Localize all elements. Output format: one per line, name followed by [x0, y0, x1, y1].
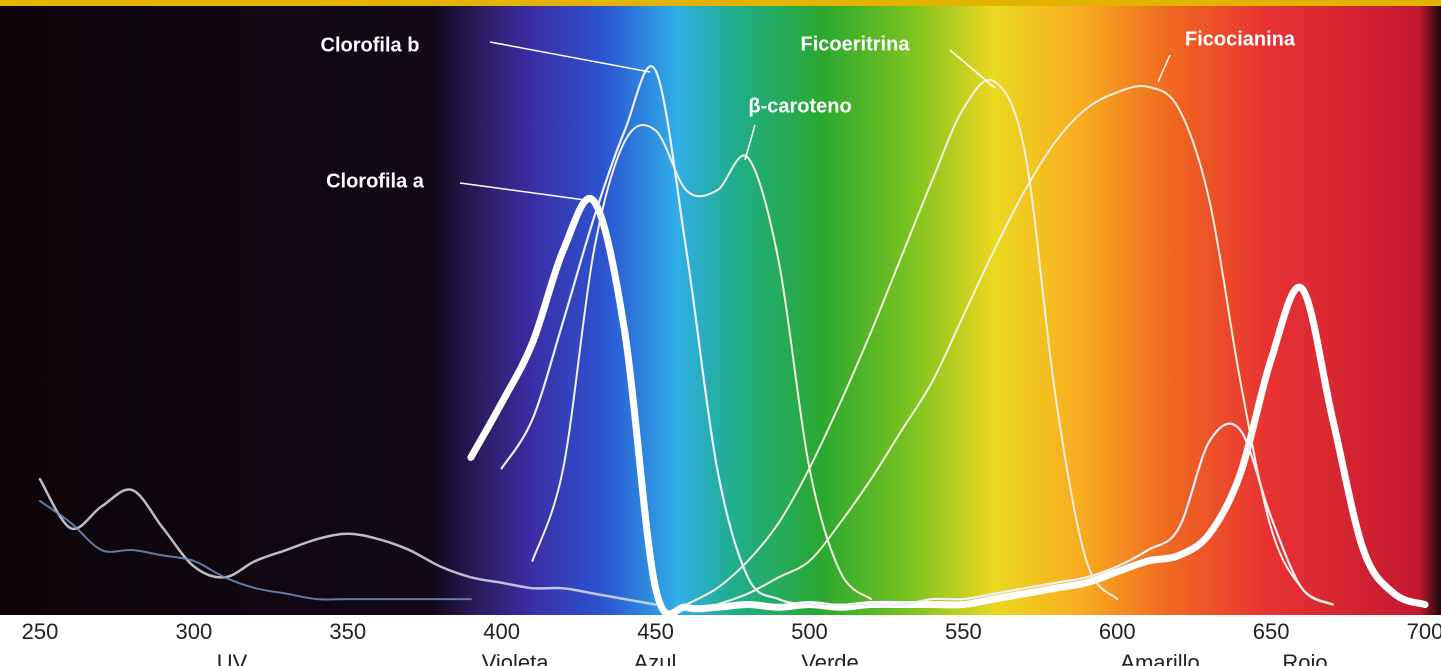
- curve-label: Ficocianina: [1185, 28, 1296, 50]
- top-bar: [0, 0, 1441, 6]
- chart: 250 300 350 400 450 500 550 600 650 700 UV Violeta A…: [0, 0, 1441, 666]
- x-tick-label: 350: [329, 619, 366, 644]
- region-label: Verde: [801, 650, 859, 666]
- region-label: Amarillo: [1120, 650, 1199, 666]
- x-tick-label: 500: [791, 619, 828, 644]
- spectrum-background: [0, 6, 1441, 615]
- curve-label: Clorofila b: [321, 34, 420, 56]
- curve-label: β-caroteno: [748, 95, 851, 117]
- curve-label: Ficoeritrina: [801, 33, 911, 55]
- x-tick-label: 400: [483, 619, 520, 644]
- x-tick-label: 650: [1253, 619, 1290, 644]
- x-tick-label: 300: [176, 619, 213, 644]
- region-label: Violeta: [482, 650, 550, 666]
- region-label: Azul: [634, 650, 677, 666]
- region-label: Rojo: [1282, 650, 1327, 666]
- x-tick-label: 700: [1407, 619, 1441, 644]
- region-label: UV: [217, 650, 248, 666]
- x-tick-label: 600: [1099, 619, 1136, 644]
- x-tick-label: 450: [637, 619, 674, 644]
- x-tick-label: 550: [945, 619, 982, 644]
- x-tick-label: 250: [22, 619, 59, 644]
- curve-label: Clorofila a: [326, 170, 425, 192]
